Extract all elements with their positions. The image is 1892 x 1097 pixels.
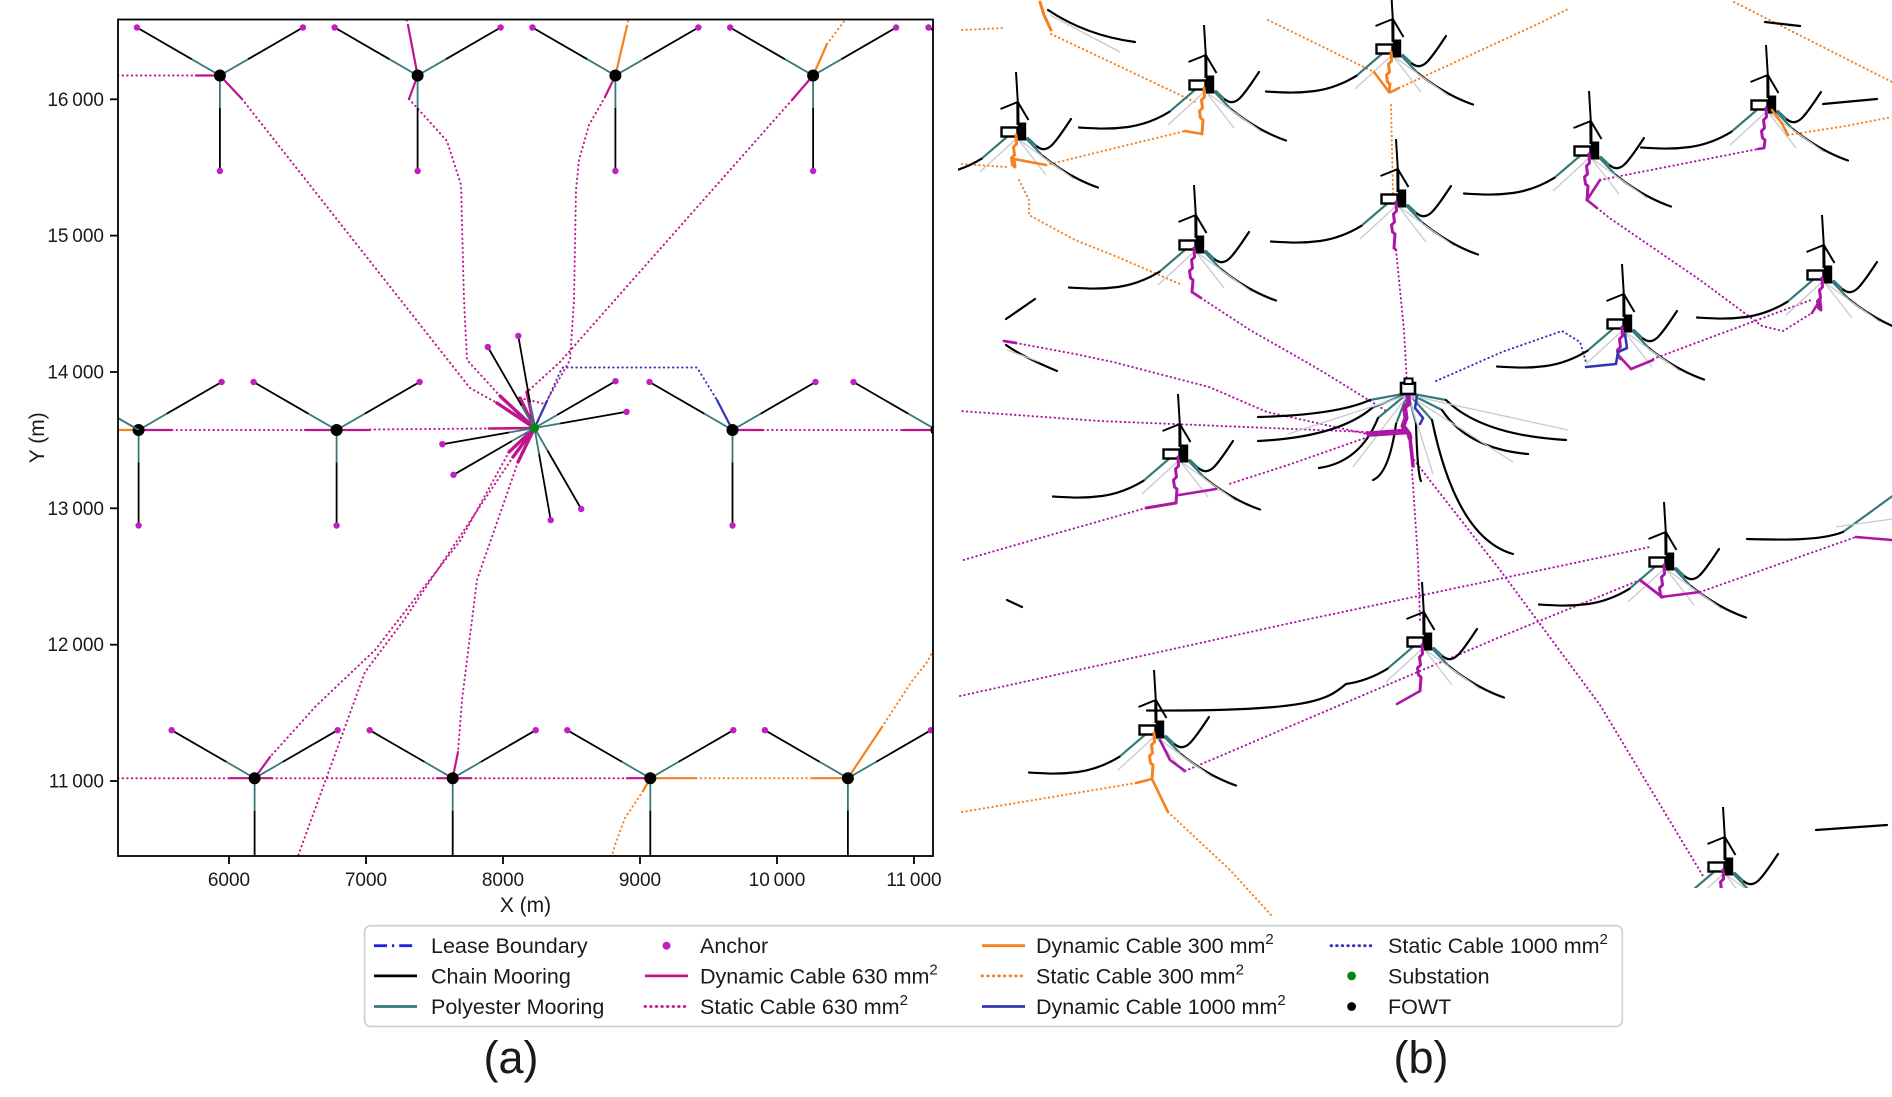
svg-text:8000: 8000 — [482, 870, 524, 891]
svg-text:Substation: Substation — [1388, 964, 1490, 988]
svg-text:Polyester Mooring: Polyester Mooring — [431, 995, 604, 1019]
svg-text:Anchor: Anchor — [700, 934, 768, 958]
svg-text:15 000: 15 000 — [47, 226, 104, 247]
svg-text:Static Cable 300 mm2: Static Cable 300 mm2 — [1036, 961, 1244, 988]
svg-text:9000: 9000 — [619, 870, 661, 891]
svg-text:(a): (a) — [484, 1032, 539, 1083]
svg-text:11 000: 11 000 — [886, 870, 941, 891]
svg-text:Lease Boundary: Lease Boundary — [431, 934, 588, 958]
svg-text:Dynamic Cable 300 mm2: Dynamic Cable 300 mm2 — [1036, 931, 1274, 958]
svg-text:Dynamic Cable 1000 mm2: Dynamic Cable 1000 mm2 — [1036, 992, 1286, 1019]
svg-text:Chain Mooring: Chain Mooring — [431, 964, 571, 988]
svg-text:16 000: 16 000 — [47, 90, 104, 111]
svg-text:Y (m): Y (m) — [26, 412, 49, 463]
svg-text:X (m): X (m) — [500, 894, 551, 917]
svg-text:FOWT: FOWT — [1388, 995, 1451, 1019]
svg-text:(b): (b) — [1394, 1032, 1449, 1083]
svg-text:14 000: 14 000 — [47, 363, 104, 384]
svg-text:10 000: 10 000 — [749, 870, 806, 891]
svg-text:Static Cable 1000 mm2: Static Cable 1000 mm2 — [1388, 931, 1608, 958]
svg-text:12 000: 12 000 — [47, 635, 104, 656]
svg-text:Dynamic Cable 630 mm2: Dynamic Cable 630 mm2 — [700, 961, 938, 988]
svg-text:13 000: 13 000 — [47, 499, 104, 520]
svg-text:6000: 6000 — [208, 870, 250, 891]
svg-text:11 000: 11 000 — [49, 772, 104, 793]
svg-text:Static Cable 630 mm2: Static Cable 630 mm2 — [700, 992, 908, 1019]
svg-text:7000: 7000 — [345, 870, 387, 891]
